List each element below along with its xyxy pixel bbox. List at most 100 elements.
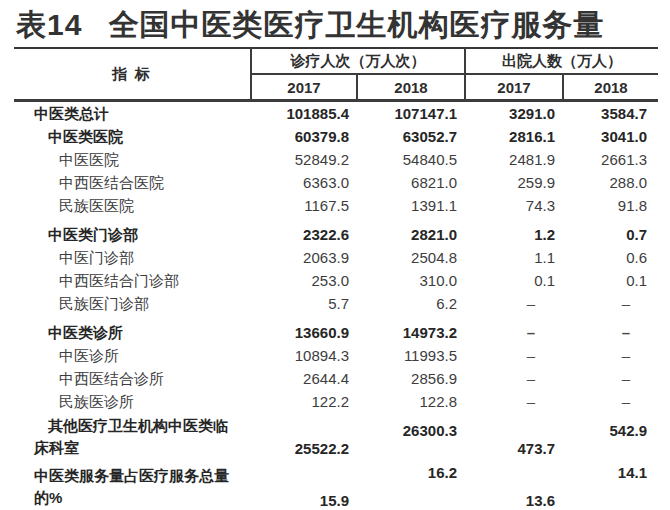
table-row: 中西医结合医院 6363.0 6821.0 259.9 288.0	[14, 171, 658, 194]
col-header-discharges-2017: 2017	[465, 74, 563, 101]
table-row: 中西医结合诊所 2644.4 2856.9 – –	[14, 367, 658, 390]
cell-discharges-2017: 1.1	[465, 246, 563, 269]
row-label-line2: 的%	[34, 487, 251, 509]
cell-discharges-2018: –	[563, 344, 658, 367]
cell-discharges-2018: 0.6	[563, 246, 658, 269]
table-row: 中西医结合门诊部 253.0 310.0 0.1 0.1	[14, 269, 658, 292]
table-row: 民族医门诊部 5.7 6.2 – –	[14, 292, 658, 315]
cell-visits-2018: 63052.7	[357, 125, 465, 148]
cell-discharges-2017: 13.6	[465, 461, 563, 510]
cell-discharges-2018: –	[563, 367, 658, 390]
cell-discharges-2017: –	[465, 315, 563, 344]
cell-discharges-2018: –	[563, 292, 658, 315]
cell-discharges-2017: 1.2	[465, 217, 563, 246]
cell-visits-2017: 253.0	[251, 269, 357, 292]
row-label: 中西医结合诊所	[14, 367, 251, 390]
cell-visits-2017: 5.7	[251, 292, 357, 315]
cell-discharges-2018: 0.7	[563, 217, 658, 246]
cell-discharges-2017: 74.3	[465, 194, 563, 217]
col-header-visits-2017: 2017	[251, 74, 357, 101]
row-label: 中医类门诊部	[14, 217, 251, 246]
col-header-visits-2018: 2018	[357, 74, 465, 101]
row-label: 中医医院	[14, 148, 251, 171]
cell-discharges-2017: –	[465, 292, 563, 315]
table-row: 中医类总计 101885.4 107147.1 3291.0 3584.7	[14, 101, 658, 126]
cell-visits-2018: 2821.0	[357, 217, 465, 246]
table-row: 中医医院 52849.2 54840.5 2481.9 2661.3	[14, 148, 658, 171]
cell-discharges-2018: 14.1	[563, 461, 658, 510]
cell-discharges-2018: –	[563, 390, 658, 413]
cell-discharges-2018: 0.1	[563, 269, 658, 292]
cell-discharges-2017: 2481.9	[465, 148, 563, 171]
cell-discharges-2017: 259.9	[465, 171, 563, 194]
row-label: 中西医结合门诊部	[14, 269, 251, 292]
cell-visits-2018: 16.2	[357, 461, 465, 510]
col-header-indicator: 指 标	[14, 48, 251, 101]
row-label-line2: 床科室	[34, 437, 251, 459]
cell-visits-2018: 14973.2	[357, 315, 465, 344]
table-row: 中医门诊部 2063.9 2504.8 1.1 0.6	[14, 246, 658, 269]
cell-discharges-2018: 288.0	[563, 171, 658, 194]
cell-visits-2018: 2504.8	[357, 246, 465, 269]
row-label: 民族医诊所	[14, 390, 251, 413]
cell-visits-2018: 26300.3	[357, 413, 465, 461]
cell-discharges-2017: –	[465, 367, 563, 390]
row-label-line1: 其他医疗卫生机构中医类临	[48, 415, 251, 437]
row-label: 中医门诊部	[14, 246, 251, 269]
cell-visits-2018: 6.2	[357, 292, 465, 315]
row-label: 其他医疗卫生机构中医类临 床科室	[14, 413, 251, 461]
table-row: 民族医医院 1167.5 1391.1 74.3 91.8	[14, 194, 658, 217]
cell-visits-2017: 60379.8	[251, 125, 357, 148]
table-row: 民族医诊所 122.2 122.8 – –	[14, 390, 658, 413]
row-label: 中医类诊所	[14, 315, 251, 344]
cell-discharges-2017: –	[465, 390, 563, 413]
table-row: 中医类门诊部 2322.6 2821.0 1.2 0.7	[14, 217, 658, 246]
col-header-discharges-2018: 2018	[563, 74, 658, 101]
cell-discharges-2018: –	[563, 315, 658, 344]
row-label: 中西医结合医院	[14, 171, 251, 194]
table-row: 中医类诊所 13660.9 14973.2 – –	[14, 315, 658, 344]
cell-visits-2018: 122.8	[357, 390, 465, 413]
cell-discharges-2018: 91.8	[563, 194, 658, 217]
row-label: 民族医门诊部	[14, 292, 251, 315]
cell-visits-2017: 2063.9	[251, 246, 357, 269]
table-row: 其他医疗卫生机构中医类临 床科室 25522.2 26300.3 473.7 5…	[14, 413, 658, 461]
cell-discharges-2018: 542.9	[563, 413, 658, 461]
cell-visits-2017: 101885.4	[251, 101, 357, 126]
cell-visits-2017: 25522.2	[251, 413, 357, 461]
cell-visits-2018: 54840.5	[357, 148, 465, 171]
cell-visits-2017: 10894.3	[251, 344, 357, 367]
cell-discharges-2017: –	[465, 344, 563, 367]
cell-visits-2018: 2856.9	[357, 367, 465, 390]
table-row: 中医类医院 60379.8 63052.7 2816.1 3041.0	[14, 125, 658, 148]
row-label: 中医诊所	[14, 344, 251, 367]
cell-discharges-2017: 3291.0	[465, 101, 563, 126]
cell-discharges-2018: 2661.3	[563, 148, 658, 171]
row-label: 民族医医院	[14, 194, 251, 217]
cell-visits-2017: 13660.9	[251, 315, 357, 344]
cell-visits-2018: 310.0	[357, 269, 465, 292]
cell-discharges-2018: 3041.0	[563, 125, 658, 148]
cell-visits-2018: 1391.1	[357, 194, 465, 217]
cell-visits-2017: 2322.6	[251, 217, 357, 246]
medical-service-table: 指 标 诊疗人次（万人次） 出院人数（万人） 2017 2018 2017 20…	[14, 47, 658, 510]
table-title-text: 全国中医类医疗卫生机构医疗服务量	[108, 8, 604, 41]
col-group-visits: 诊疗人次（万人次）	[251, 48, 465, 74]
cell-discharges-2017: 0.1	[465, 269, 563, 292]
table-row: 中医类服务量占医疗服务总量 的% 15.9 16.2 13.6 14.1	[14, 461, 658, 510]
row-label: 中医类服务量占医疗服务总量 的%	[14, 461, 251, 510]
cell-visits-2017: 2644.4	[251, 367, 357, 390]
cell-visits-2017: 52849.2	[251, 148, 357, 171]
cell-visits-2017: 122.2	[251, 390, 357, 413]
cell-visits-2017: 6363.0	[251, 171, 357, 194]
table-row: 中医诊所 10894.3 11993.5 – –	[14, 344, 658, 367]
cell-visits-2018: 107147.1	[357, 101, 465, 126]
cell-visits-2017: 15.9	[251, 461, 357, 510]
cell-visits-2017: 1167.5	[251, 194, 357, 217]
cell-discharges-2017: 2816.1	[465, 125, 563, 148]
cell-visits-2018: 6821.0	[357, 171, 465, 194]
row-label-line1: 中医类服务量占医疗服务总量	[34, 465, 251, 487]
cell-visits-2018: 11993.5	[357, 344, 465, 367]
header-row-groups: 指 标 诊疗人次（万人次） 出院人数（万人）	[14, 48, 658, 74]
document-page: 表14全国中医类医疗卫生机构医疗服务量 指 标 诊疗人次（万人次） 出院人数（万…	[0, 0, 670, 510]
